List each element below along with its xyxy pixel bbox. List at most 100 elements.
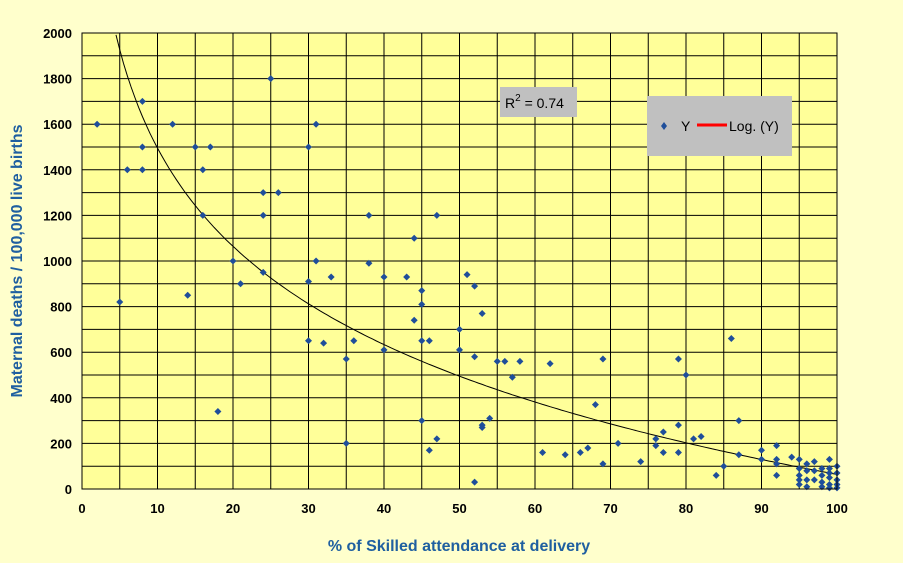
data-point — [327, 273, 335, 281]
data-point — [773, 442, 781, 450]
data-point — [659, 449, 667, 457]
data-point — [561, 451, 569, 459]
y-tick-labels: 0 200 400 600 800 1000 1200 1400 1600 1800 2000 — [43, 26, 72, 497]
data-point — [380, 273, 388, 281]
data-point — [758, 446, 765, 454]
data-point — [803, 483, 811, 491]
data-point — [342, 439, 350, 447]
data-point — [758, 455, 765, 463]
data-point — [478, 309, 486, 317]
data-point — [584, 444, 592, 452]
data-point — [433, 211, 441, 219]
x-tick-labels: 0 10 20 30 40 50 60 70 80 90 100 — [78, 501, 847, 516]
data-point — [267, 75, 275, 83]
data-point — [191, 143, 199, 151]
data-point — [123, 166, 131, 174]
x-tick-label: 100 — [826, 501, 848, 516]
data-point — [818, 478, 826, 486]
data-point — [803, 476, 811, 484]
data-point — [138, 143, 146, 151]
data-point — [576, 449, 584, 457]
data-point — [418, 417, 426, 425]
data-point — [237, 280, 245, 288]
data-point — [614, 439, 622, 447]
plot-border — [81, 32, 838, 490]
data-point — [795, 464, 803, 472]
x-tick-label: 0 — [78, 501, 85, 516]
log-trendline — [115, 34, 838, 475]
data-point — [825, 474, 833, 482]
data-point — [169, 120, 177, 128]
data-point — [735, 417, 743, 425]
r-symbol: R — [505, 95, 515, 111]
legend-label-y: Y — [681, 118, 691, 134]
data-point — [810, 476, 818, 484]
data-point — [463, 271, 471, 279]
data-point — [214, 407, 222, 415]
legend-diamond-marker — [661, 122, 667, 130]
data-point — [720, 462, 728, 470]
data-point — [599, 460, 607, 468]
data-point — [274, 189, 282, 197]
data-point — [312, 257, 320, 265]
x-tick-label: 20 — [226, 501, 240, 516]
data-point — [803, 460, 811, 468]
data-point — [184, 291, 192, 299]
data-point — [138, 97, 146, 105]
r-superscript: 2 — [515, 93, 521, 104]
data-point — [478, 423, 486, 431]
x-tick-label: 30 — [301, 501, 315, 516]
y-tick-label: 1200 — [43, 208, 72, 223]
y-tick-label: 200 — [50, 436, 72, 451]
legend: Y Log. (Y) — [647, 96, 792, 156]
y-tick-label: 800 — [50, 300, 72, 315]
x-tick-label: 60 — [528, 501, 542, 516]
data-point — [342, 355, 350, 363]
data-point — [712, 471, 720, 479]
data-point — [788, 453, 796, 461]
data-point — [259, 211, 267, 219]
data-point — [773, 455, 781, 463]
y-tick-label: 1400 — [43, 163, 72, 178]
data-point — [418, 300, 426, 308]
data-point — [410, 234, 418, 242]
x-tick-label: 50 — [452, 501, 466, 516]
data-point — [305, 143, 312, 151]
x-tick-label: 10 — [150, 501, 164, 516]
data-point — [471, 282, 479, 290]
data-point — [305, 337, 312, 345]
data-point — [659, 428, 667, 436]
y-tick-label: 0 — [65, 482, 72, 497]
data-point — [818, 483, 826, 491]
data-point — [773, 471, 781, 479]
data-point — [116, 298, 124, 306]
data-point — [516, 357, 524, 365]
data-point — [599, 355, 607, 363]
data-point — [795, 455, 803, 463]
x-tick-label: 70 — [603, 501, 617, 516]
r-value: = 0.74 — [521, 95, 564, 111]
data-point — [320, 339, 328, 347]
trendline-layer — [115, 34, 838, 475]
data-point — [456, 325, 463, 333]
data-point — [674, 421, 682, 429]
x-axis-title: % of Skilled attendance at delivery — [328, 538, 590, 555]
data-point — [93, 120, 101, 128]
data-point — [259, 189, 267, 197]
data-point — [690, 435, 698, 443]
data-point — [697, 433, 705, 441]
data-point — [380, 346, 388, 354]
data-point — [818, 464, 826, 472]
legend-label-log: Log. (Y) — [729, 118, 779, 134]
data-point — [418, 337, 426, 345]
data-point — [206, 143, 214, 151]
data-point — [425, 446, 433, 454]
y-tick-label: 1600 — [43, 117, 72, 132]
data-point — [350, 337, 358, 345]
data-point — [471, 353, 479, 361]
data-point — [803, 467, 811, 475]
y-tick-label: 600 — [50, 345, 72, 360]
data-point — [682, 371, 690, 379]
